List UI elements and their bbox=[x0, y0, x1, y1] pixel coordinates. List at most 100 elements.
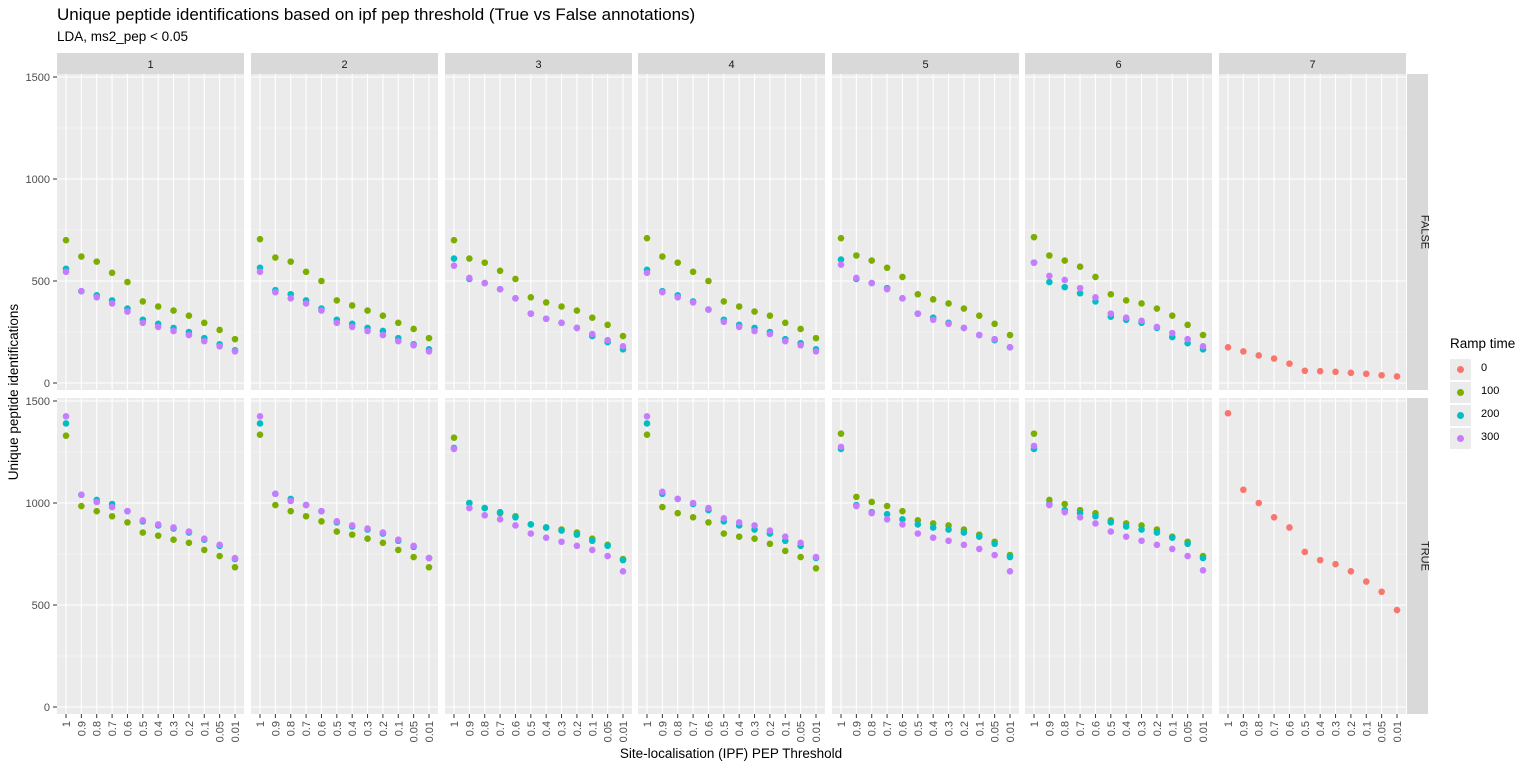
data-point bbox=[619, 568, 627, 575]
x-tick-label: 0.2 bbox=[378, 721, 390, 736]
data-point bbox=[1122, 523, 1130, 530]
data-point bbox=[124, 507, 131, 515]
data-point bbox=[364, 327, 371, 335]
x-tick-label: 0.3 bbox=[169, 721, 181, 736]
data-point bbox=[1030, 430, 1038, 437]
data-point bbox=[899, 507, 906, 515]
x-tick-label: 0.01 bbox=[618, 721, 630, 742]
x-tick-label: 0.05 bbox=[215, 721, 227, 742]
data-point bbox=[62, 268, 70, 276]
data-point bbox=[1030, 259, 1038, 266]
x-tick-label: 0.8 bbox=[673, 721, 685, 736]
data-point bbox=[496, 516, 504, 523]
panel-background bbox=[251, 398, 438, 714]
data-point bbox=[643, 431, 651, 438]
data-point bbox=[573, 324, 581, 332]
data-point bbox=[689, 268, 697, 276]
data-point bbox=[1061, 508, 1069, 516]
data-point bbox=[333, 528, 341, 535]
x-tick-label: 0.8 bbox=[867, 721, 879, 736]
data-point bbox=[1107, 519, 1115, 526]
data-point bbox=[1270, 513, 1278, 521]
x-tick-label: 0.9 bbox=[270, 721, 282, 736]
data-point bbox=[62, 432, 70, 439]
data-point bbox=[466, 504, 473, 512]
data-point bbox=[720, 530, 728, 537]
data-point bbox=[1030, 442, 1038, 450]
x-tick-label: 1 bbox=[1223, 721, 1235, 727]
data-point bbox=[154, 303, 162, 310]
x-tick-label: 0.3 bbox=[1137, 721, 1149, 736]
data-point bbox=[1153, 323, 1161, 331]
panel-background bbox=[57, 398, 244, 714]
x-tick-label: 0.1 bbox=[199, 721, 211, 736]
x-tick-label: 0.3 bbox=[363, 721, 375, 736]
data-point bbox=[812, 564, 820, 572]
data-point bbox=[200, 546, 208, 554]
data-point bbox=[1168, 312, 1176, 319]
data-point bbox=[1076, 284, 1084, 292]
y-tick-label: 0 bbox=[44, 378, 50, 390]
data-point bbox=[62, 236, 70, 244]
legend-dot-0 bbox=[1457, 366, 1464, 373]
x-axis-title: Site-localisation (IPF) PEP Threshold bbox=[620, 746, 842, 761]
data-point bbox=[512, 295, 519, 302]
data-point bbox=[272, 490, 279, 498]
data-point bbox=[899, 516, 906, 523]
data-point bbox=[899, 273, 906, 281]
x-tick-label: 0.2 bbox=[1152, 721, 1164, 736]
data-point bbox=[348, 302, 356, 309]
facet-strip bbox=[57, 53, 244, 74]
data-point bbox=[689, 513, 697, 521]
data-point bbox=[766, 312, 774, 319]
data-point bbox=[124, 278, 131, 286]
x-tick-label: 0.5 bbox=[719, 721, 731, 736]
data-point bbox=[674, 294, 682, 301]
x-tick-label: 0.01 bbox=[1392, 721, 1404, 742]
data-point bbox=[797, 325, 804, 333]
x-tick-label: 0.6 bbox=[316, 721, 328, 736]
data-point bbox=[216, 326, 223, 334]
data-point bbox=[558, 319, 565, 327]
row-facet-strip bbox=[1407, 74, 1428, 390]
data-point bbox=[812, 553, 820, 561]
data-point bbox=[287, 295, 295, 302]
data-point bbox=[287, 497, 295, 505]
x-tick-label: 0.6 bbox=[897, 721, 909, 736]
panel-background bbox=[1025, 398, 1212, 714]
data-point bbox=[735, 323, 743, 331]
data-point bbox=[394, 536, 402, 544]
data-point bbox=[200, 535, 208, 542]
data-point bbox=[139, 298, 147, 305]
data-point bbox=[1347, 568, 1355, 575]
data-point bbox=[573, 531, 581, 538]
data-point bbox=[929, 296, 937, 303]
x-tick-label: 0.6 bbox=[1284, 721, 1296, 736]
data-point bbox=[573, 542, 581, 550]
data-point bbox=[914, 290, 922, 298]
data-point bbox=[1153, 529, 1161, 536]
data-point bbox=[1199, 554, 1207, 562]
data-point bbox=[868, 509, 876, 517]
x-tick-label: 1 bbox=[836, 721, 848, 727]
data-point bbox=[154, 323, 162, 331]
data-point bbox=[379, 539, 387, 547]
data-point bbox=[1316, 367, 1324, 375]
data-point bbox=[899, 295, 906, 302]
data-point bbox=[108, 300, 116, 307]
x-tick-label: 0.9 bbox=[657, 721, 669, 736]
data-point bbox=[812, 348, 820, 355]
x-tick-label: 0.8 bbox=[286, 721, 298, 736]
data-point bbox=[466, 499, 473, 507]
legend-key bbox=[1450, 428, 1471, 449]
data-point bbox=[945, 320, 952, 328]
data-point bbox=[348, 323, 356, 331]
data-point bbox=[853, 502, 860, 510]
data-point bbox=[766, 527, 774, 534]
data-point bbox=[929, 524, 937, 531]
chart-title: Unique peptide identifications based on … bbox=[57, 5, 696, 24]
x-tick-label: 0.3 bbox=[750, 721, 762, 736]
data-point bbox=[1092, 294, 1099, 301]
legend-dot-200 bbox=[1457, 412, 1464, 419]
data-point bbox=[1092, 520, 1099, 527]
